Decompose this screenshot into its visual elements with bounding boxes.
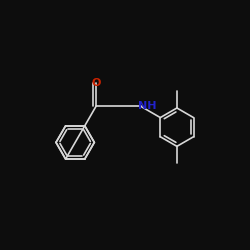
Text: O: O (91, 78, 101, 88)
Text: NH: NH (138, 101, 157, 111)
